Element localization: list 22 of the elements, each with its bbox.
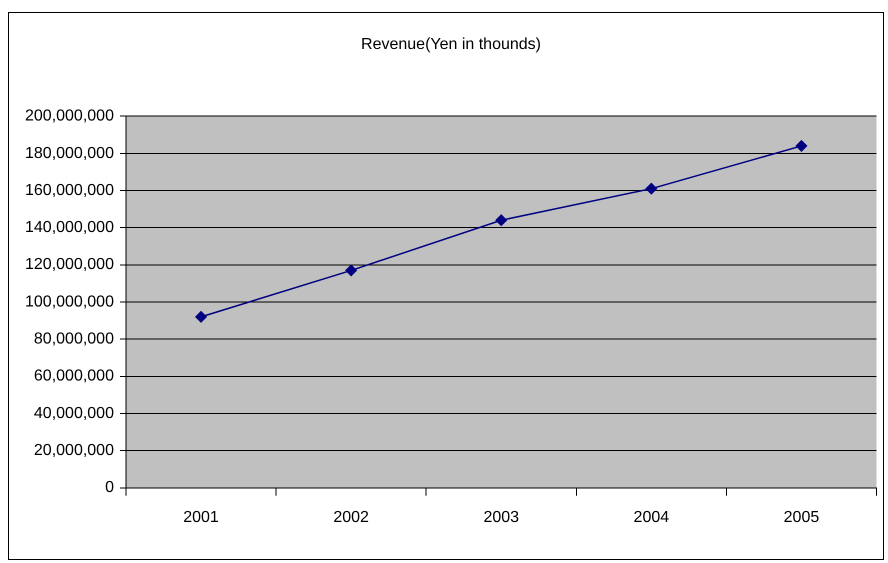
x-tick-label: 2005: [784, 508, 820, 526]
y-tick-label: 140,000,000: [24, 219, 114, 236]
y-tick-label: 200,000,000: [24, 108, 114, 125]
y-tick-label: 180,000,000: [24, 144, 114, 162]
point: [646, 182, 658, 194]
x-tick-label: 2004: [634, 508, 670, 526]
y-tick-label: 20,000,000: [34, 442, 114, 460]
point: [345, 264, 357, 276]
y-tick-label: 40,000,000: [34, 404, 114, 422]
x-tick-label: 2003: [483, 508, 520, 526]
y-tick-label: 160,000,000: [24, 182, 114, 199]
point: [495, 214, 507, 226]
y-tick-label: 100,000,000: [24, 293, 114, 310]
y-tick-label: 120,000,000: [24, 256, 114, 274]
point: [195, 311, 207, 323]
y-tick-label: 60,000,000: [34, 368, 114, 385]
y-tick-label: 80,000,000: [34, 330, 114, 348]
x-tick-label: 2002: [333, 508, 370, 526]
chart-title: Revenue(Yen in thounds): [361, 36, 541, 54]
y-tick-label: 0: [105, 479, 114, 496]
x-tick-label: 2001: [183, 508, 219, 526]
point: [796, 140, 808, 152]
